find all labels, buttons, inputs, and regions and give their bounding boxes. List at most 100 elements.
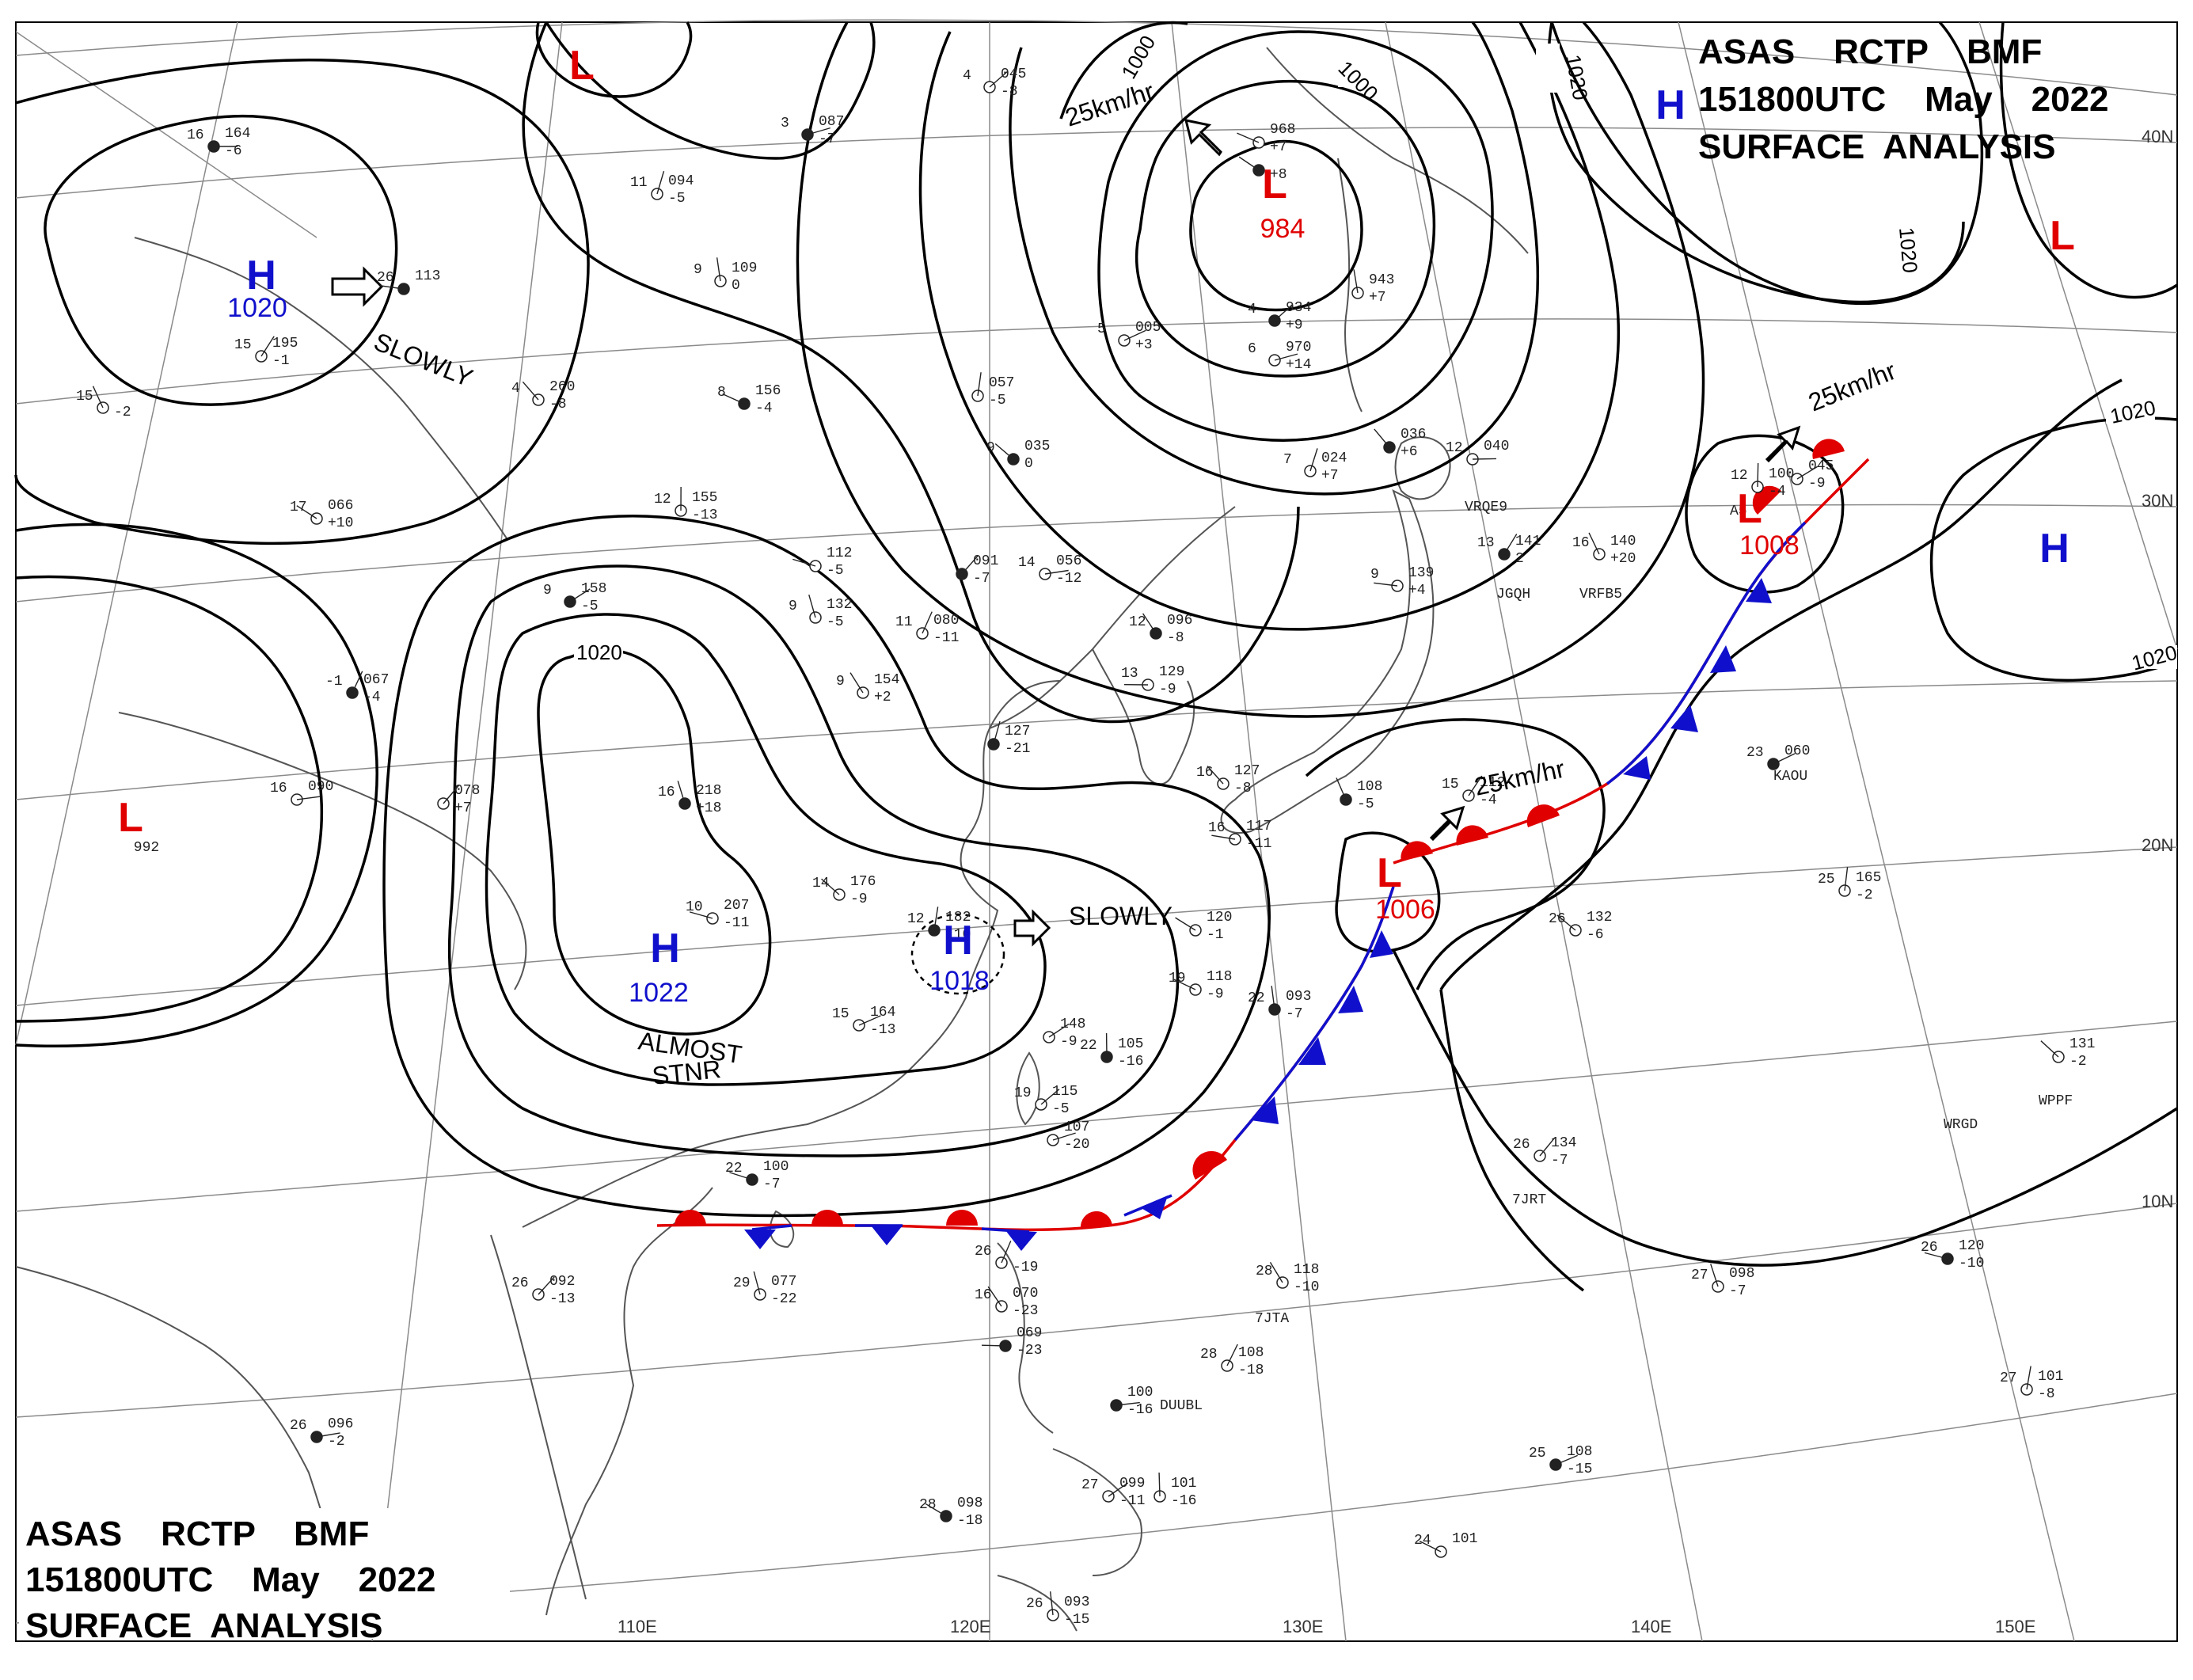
station-temp: 9	[1370, 567, 1379, 583]
station-plot: 26 096 -2	[290, 1416, 353, 1450]
wind-barb	[1158, 1472, 1161, 1497]
isobar-1008-north	[918, 21, 1621, 631]
lon-label-110e: 110E	[618, 1617, 657, 1636]
cold-symbol-10	[1670, 705, 1698, 732]
station-temp: 16	[187, 127, 204, 143]
station-temp: 26	[1549, 911, 1566, 927]
wind-barb	[792, 558, 816, 567]
station-pressure: 045	[1001, 67, 1026, 82]
wind-barb	[1924, 1252, 1948, 1260]
ship-callsign: VRQE9	[1465, 500, 1507, 515]
station-temp: 6	[1248, 341, 1256, 357]
station-pressure: 098	[1729, 1266, 1754, 1282]
station-pressure: 132	[827, 597, 852, 613]
station-plot: 15 -2	[76, 386, 131, 420]
coast-malay	[490, 1234, 587, 1600]
lon-label-120e: 120E	[950, 1617, 990, 1636]
station-pressure: 040	[1484, 439, 1509, 454]
high-china-inland-value: 1022	[629, 978, 689, 1008]
arrow-low984-nw	[1184, 119, 1222, 157]
header-top: ASAS RCTP BMF 151800UTC May 2022 SURFACE…	[1698, 32, 2109, 166]
isobar-label-1020-c: 1020	[1895, 226, 1922, 274]
station-temp: 5	[1097, 321, 1106, 337]
isobar-1020-china	[537, 648, 772, 1036]
lon-line-100e	[15, 21, 238, 1046]
high-japan-north-letter: H	[1655, 82, 1686, 128]
station-tendency: +3	[1135, 337, 1153, 353]
isobar-1020-topcenter	[1547, 21, 1965, 304]
lat-line-10n	[15, 1203, 2178, 1418]
station-plot: 23 060	[1746, 743, 1810, 770]
station-pressure: 134	[1551, 1135, 1576, 1151]
wind-barb	[1336, 777, 1347, 800]
warm-symbol-2	[811, 1210, 843, 1226]
station-plot: 16 218+18	[658, 781, 721, 816]
wind-barb	[1238, 156, 1260, 171]
station-pressure: 120	[1959, 1238, 1984, 1254]
wind-barb	[994, 443, 1014, 460]
station-temp: 28	[919, 1497, 937, 1513]
station-pressure: 260	[549, 379, 575, 395]
station-plot: 057-5	[971, 372, 1014, 409]
warm-front-symbols	[675, 439, 1845, 1229]
arrow-siberia-east	[331, 266, 384, 307]
station-temp: 12	[907, 911, 925, 927]
wind-barb	[1773, 753, 1796, 765]
station-pressure: 139	[1408, 565, 1434, 581]
isobar-1008-ryukyu	[1305, 718, 1606, 990]
station-pressure: 164	[225, 126, 250, 142]
station-tendency: -12	[1056, 571, 1081, 587]
station-tendency: -5	[827, 614, 844, 630]
station-plot: 28 108 -18	[1200, 1344, 1264, 1378]
station-temp: 10	[686, 899, 703, 915]
wind-barb	[981, 1344, 1006, 1347]
iso-label-bg-6	[2106, 400, 2155, 424]
station-plot: 25 165 -2	[1818, 867, 1881, 903]
station-pressure: 141	[1515, 534, 1541, 549]
isobar-996	[1059, 21, 1188, 120]
station-pressure: 115	[1052, 1084, 1077, 1100]
station-pressure: 101	[1171, 1476, 1196, 1492]
header-top-line2: 151800UTC May 2022	[1698, 80, 2109, 119]
station-plot: 22 093-7	[1248, 986, 1311, 1022]
station-plot: 14 056 -12	[1018, 553, 1081, 587]
wind-barb	[977, 372, 982, 397]
cold-symbol-9	[1623, 756, 1651, 780]
coast-china	[522, 506, 1236, 1228]
station-pressure: 094	[668, 173, 694, 189]
wind-barb	[1271, 986, 1275, 1010]
station-plot: 26 134 -7	[1513, 1135, 1576, 1169]
station-plot: 16 164-6	[187, 126, 250, 159]
isobar-1008-east	[1685, 434, 1845, 594]
station-plot: 9 158 -5	[543, 581, 606, 614]
station-plot: 28 098 -18	[919, 1496, 982, 1529]
cold-symbol-8	[1370, 930, 1393, 958]
station-tendency: -9	[1060, 1034, 1077, 1050]
warm-symbol-6	[1401, 841, 1433, 861]
station-plot: 107-20	[1047, 1119, 1089, 1153]
station-pressure: 078	[454, 783, 480, 799]
station-plot: 11 080-11	[895, 611, 959, 646]
station-pressure: 117	[1246, 819, 1271, 834]
station-plot: 9 139 +4	[1370, 565, 1434, 599]
station-temp: 9	[543, 583, 552, 599]
station-plot: 131-2	[2040, 1036, 2095, 1070]
wind-barb	[1844, 867, 1849, 891]
cold-symbol-5	[1251, 1097, 1279, 1124]
wind-barb	[849, 672, 864, 694]
station-tendency: +2	[874, 690, 891, 705]
isobar-1016-north	[545, 21, 876, 160]
station-plot: 045-9	[1791, 458, 1834, 492]
station-tendency: -8	[549, 397, 567, 412]
station-pressure: 207	[724, 898, 749, 914]
station-pressure: 127	[1005, 724, 1030, 739]
station-plot: 127-21	[987, 720, 1030, 757]
wind-barb	[1269, 1261, 1283, 1283]
station-temp: 26	[1921, 1240, 1938, 1256]
station-tendency: -18	[957, 1513, 982, 1529]
iso-label-bg-2	[1338, 63, 1385, 87]
station-tendency: +7	[1369, 290, 1386, 306]
station-tendency: -4	[755, 401, 773, 416]
lat-label-40n: 40N	[2142, 127, 2173, 146]
station-pressure: 108	[1567, 1444, 1592, 1460]
